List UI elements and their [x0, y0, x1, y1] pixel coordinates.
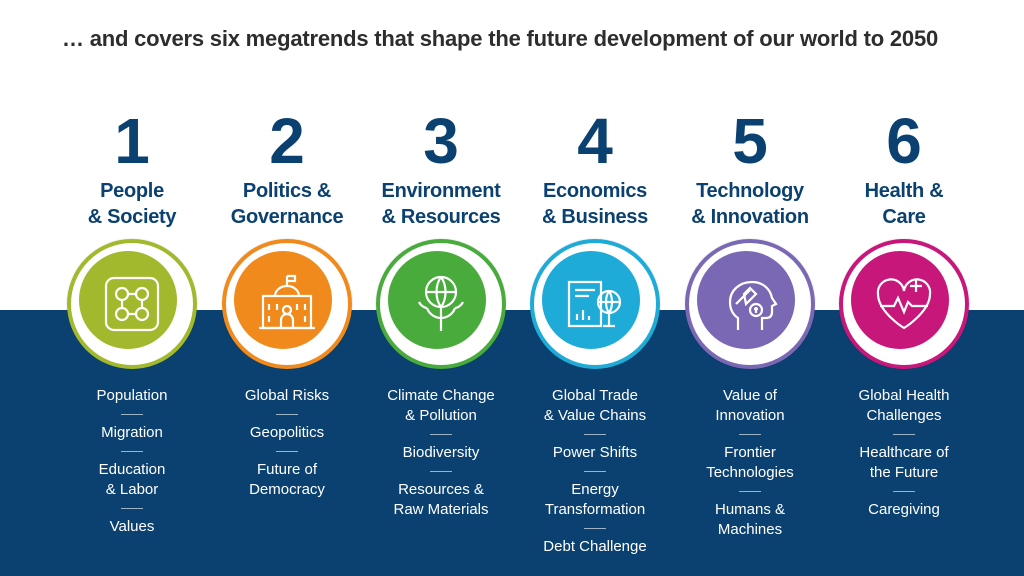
subtopic-separator: [276, 414, 298, 415]
badge-disc: [76, 248, 180, 352]
megatrend-column-4: 4 Economics & Business Global Trade & Valu…: [517, 104, 673, 557]
megatrend-name: People & Society: [87, 180, 177, 228]
government-building-icon: [255, 272, 319, 336]
megatrend-number: 1: [114, 105, 150, 177]
megatrend-name: Technology & Innovation: [691, 180, 809, 228]
subtopic-item: Migration: [101, 424, 163, 441]
people-network-icon: [100, 272, 164, 336]
subtopic-separator: [121, 508, 143, 509]
megatrend-badge: [839, 239, 969, 369]
megatrend-name: Health & Care: [864, 180, 944, 228]
subtopic-item: Values: [109, 518, 155, 535]
megatrend-column-3: 3 Environment & Resources Climate Change &…: [363, 104, 519, 520]
subtopic-separator: [430, 471, 452, 472]
megatrend-number: 2: [269, 105, 305, 177]
subtopic-separator: [893, 491, 915, 492]
subtopic-list: Global Health Challenges Healthcare of th…: [826, 386, 982, 520]
megatrend-column-6: 6 Health & Care Global Health Challenges He…: [826, 104, 982, 520]
subtopic-separator: [584, 434, 606, 435]
megatrend-column-1: 1 People & Society Population Migration Educ…: [54, 104, 210, 537]
subtopic-item: Geopolitics: [249, 424, 325, 441]
subtopic-item: Frontier Technologies: [706, 444, 794, 481]
megatrend-badge: [222, 239, 352, 369]
subtopic-item: Debt Challenge: [543, 538, 647, 555]
heart-health-icon: [872, 272, 936, 336]
subtopic-separator: [121, 414, 143, 415]
megatrend-name: Politics & Governance: [230, 180, 344, 228]
subtopic-separator: [430, 434, 452, 435]
subtopic-item: Climate Change & Pollution: [387, 387, 495, 424]
megatrend-badge: [376, 239, 506, 369]
subtopic-separator: [276, 451, 298, 452]
subtopic-list: Population Migration Education & Labor Valu…: [54, 386, 210, 537]
badge-disc: [231, 248, 335, 352]
badge-disc: [539, 248, 643, 352]
megatrend-number: 3: [423, 105, 459, 177]
subtopic-item: Caregiving: [868, 501, 940, 518]
subtopic-separator: [584, 528, 606, 529]
subtopic-separator: [893, 434, 915, 435]
rocket-head-icon: [718, 272, 782, 336]
subtopic-item: Energy Transformation: [544, 481, 646, 518]
megatrend-column-5: 5 Technology & Innovation Value of Innovat…: [672, 104, 828, 540]
subtopic-item: Healthcare of the Future: [859, 444, 949, 481]
subtopic-item: Future of Democracy: [249, 461, 325, 498]
subtopic-item: Global Risks: [244, 387, 330, 404]
megatrend-column-2: 2 Politics & Governance Global Risks Geopol…: [209, 104, 365, 500]
megatrend-badge: [67, 239, 197, 369]
subtopic-separator: [121, 451, 143, 452]
subtopic-item: Education & Labor: [98, 461, 166, 498]
subtopic-list: Climate Change & Pollution Biodiversity Re…: [363, 386, 519, 520]
megatrend-name: Economics & Business: [542, 180, 648, 228]
subtopic-item: Global Trade & Value Chains: [543, 387, 647, 424]
subtopic-list: Global Risks Geopolitics Future of Democra…: [209, 386, 365, 500]
subtopic-separator: [739, 491, 761, 492]
report-globe-icon: [563, 272, 627, 336]
subtopic-item: Population: [96, 387, 168, 404]
page-title: … and covers six megatrends that shape t…: [62, 26, 939, 51]
subtopic-item: Resources & Raw Materials: [393, 481, 489, 518]
subtopic-separator: [739, 434, 761, 435]
megatrend-number: 4: [577, 105, 613, 177]
subtopic-item: Power Shifts: [552, 444, 638, 461]
megatrend-number: 6: [886, 105, 922, 177]
megatrend-badge: [530, 239, 660, 369]
subtopic-list: Value of Innovation Frontier Technologies…: [672, 386, 828, 540]
subtopic-item: Global Health Challenges: [858, 387, 950, 424]
subtopic-list: Global Trade & Value Chains Power Shifts E…: [517, 386, 673, 557]
subtopic-item: Humans & Machines: [714, 501, 786, 538]
subtopic-item: Value of Innovation: [715, 387, 785, 424]
megatrend-name: Environment & Resources: [381, 180, 501, 228]
globe-tree-icon: [409, 272, 473, 336]
subtopic-separator: [584, 471, 606, 472]
subtopic-item: Biodiversity: [402, 444, 480, 461]
megatrend-badge: [685, 239, 815, 369]
megatrend-number: 5: [732, 105, 768, 177]
